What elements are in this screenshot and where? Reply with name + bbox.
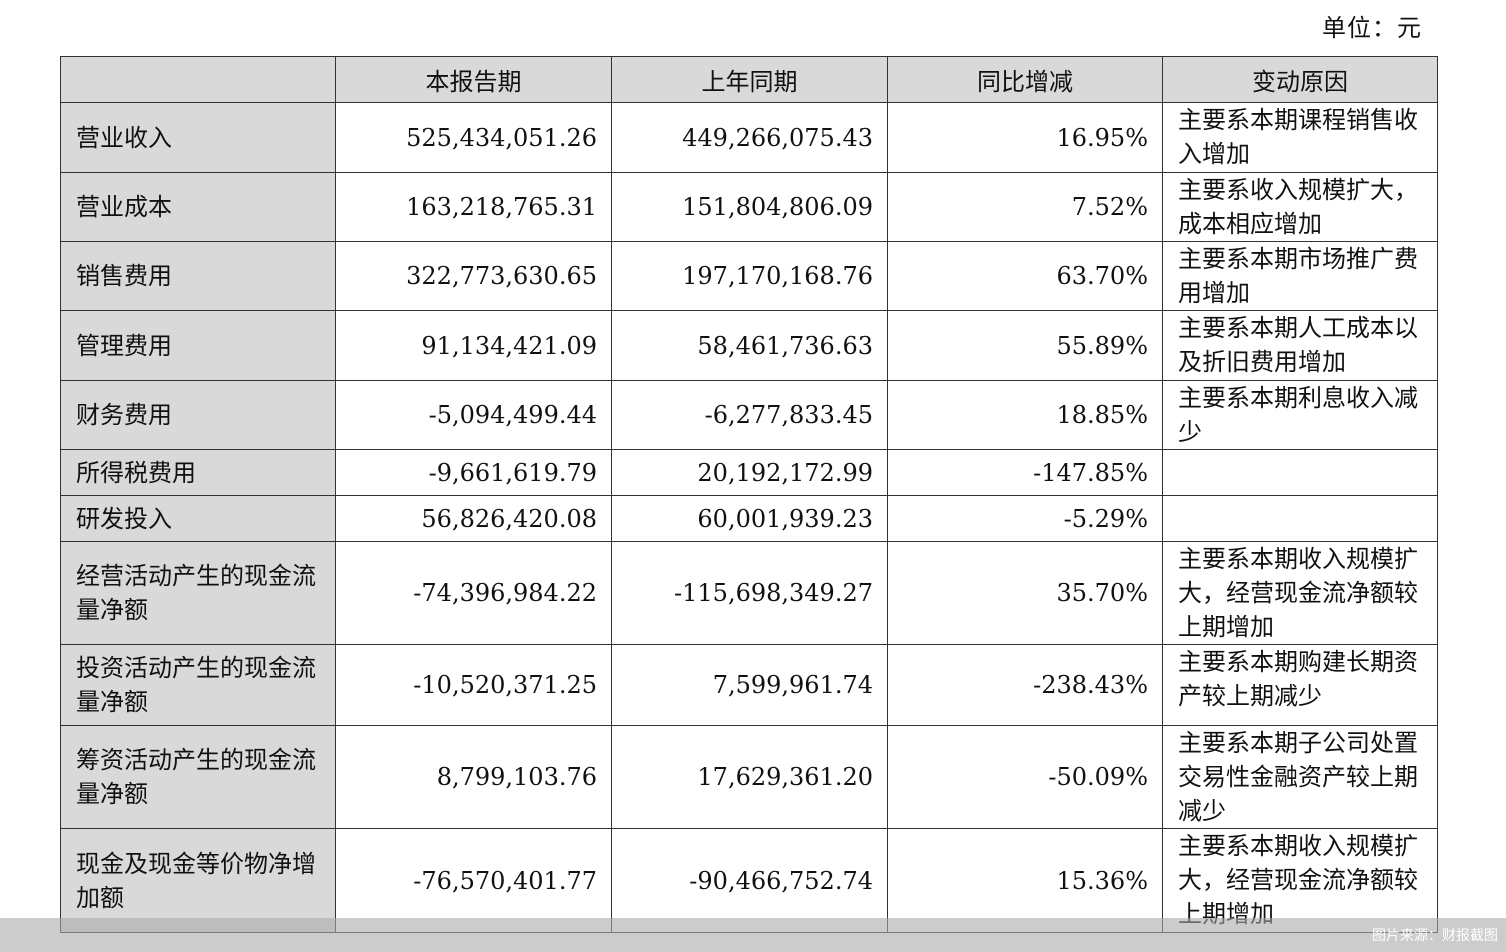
table-row: 投资活动产生的现金流量净额 -10,520,371.25 7,599,961.7… (60, 644, 1438, 726)
row-item-name: 所得税费用 (60, 449, 336, 496)
table-row: 财务费用 -5,094,499.44 -6,277,833.45 18.85% … (60, 380, 1438, 450)
header-current-period: 本报告期 (335, 56, 612, 103)
row-prior-value: -115,698,349.27 (611, 541, 888, 645)
row-item-name: 经营活动产生的现金流量净额 (60, 541, 336, 645)
row-item-name: 筹资活动产生的现金流量净额 (60, 725, 336, 829)
source-watermark: 图片来源：财报截图 (1372, 928, 1498, 944)
row-current-value: -9,661,619.79 (335, 449, 612, 496)
table-row: 经营活动产生的现金流量净额 -74,396,984.22 -115,698,34… (60, 541, 1438, 645)
row-change-value: 55.89% (887, 310, 1163, 381)
row-change-value: 18.85% (887, 380, 1163, 450)
row-current-value: 91,134,421.09 (335, 310, 612, 381)
row-reason: 主要系本期收入规模扩大，经营现金流净额较上期增加 (1162, 828, 1438, 933)
row-current-value: 163,218,765.31 (335, 172, 612, 242)
source-caption-bar: 图片来源：财报截图 (0, 918, 1506, 952)
row-item-name: 投资活动产生的现金流量净额 (60, 644, 336, 726)
row-reason: 主要系本期收入规模扩大，经营现金流净额较上期增加 (1162, 541, 1438, 645)
row-current-value: 56,826,420.08 (335, 495, 612, 542)
table-row: 筹资活动产生的现金流量净额 8,799,103.76 17,629,361.20… (60, 725, 1438, 829)
header-prior-period: 上年同期 (611, 56, 888, 103)
row-prior-value: 17,629,361.20 (611, 725, 888, 829)
row-current-value: 322,773,630.65 (335, 241, 612, 311)
row-prior-value: -90,466,752.74 (611, 828, 888, 933)
row-change-value: 63.70% (887, 241, 1163, 311)
row-change-value: 7.52% (887, 172, 1163, 242)
row-reason: 主要系本期市场推广费用增加 (1162, 241, 1438, 311)
row-reason: 主要系本期购建长期资产较上期减少 (1162, 644, 1438, 726)
row-reason (1162, 449, 1438, 496)
row-item-name: 财务费用 (60, 380, 336, 450)
unit-label: 单位：元 (1322, 14, 1422, 42)
table-row: 管理费用 91,134,421.09 58,461,736.63 55.89% … (60, 310, 1438, 381)
row-current-value: -10,520,371.25 (335, 644, 612, 726)
row-item-name: 销售费用 (60, 241, 336, 311)
table-row: 现金及现金等价物净增加额 -76,570,401.77 -90,466,752.… (60, 828, 1438, 933)
row-reason: 主要系本期人工成本以及折旧费用增加 (1162, 310, 1438, 381)
row-prior-value: 7,599,961.74 (611, 644, 888, 726)
row-change-value: -50.09% (887, 725, 1163, 829)
row-current-value: -74,396,984.22 (335, 541, 612, 645)
row-change-value: -238.43% (887, 644, 1163, 726)
row-change-value: 15.36% (887, 828, 1163, 933)
table-row: 研发投入 56,826,420.08 60,001,939.23 -5.29% (60, 495, 1438, 542)
header-change-reason: 变动原因 (1162, 56, 1438, 103)
header-row: 本报告期 上年同期 同比增减 变动原因 (60, 56, 1438, 103)
row-prior-value: -6,277,833.45 (611, 380, 888, 450)
row-change-value: -5.29% (887, 495, 1163, 542)
row-item-name: 研发投入 (60, 495, 336, 542)
row-prior-value: 197,170,168.76 (611, 241, 888, 311)
row-current-value: -76,570,401.77 (335, 828, 612, 933)
row-item-name: 营业成本 (60, 172, 336, 242)
row-prior-value: 58,461,736.63 (611, 310, 888, 381)
row-reason: 主要系收入规模扩大，成本相应增加 (1162, 172, 1438, 242)
row-change-value: -147.85% (887, 449, 1163, 496)
row-item-name: 营业收入 (60, 102, 336, 173)
row-prior-value: 60,001,939.23 (611, 495, 888, 542)
row-prior-value: 151,804,806.09 (611, 172, 888, 242)
row-prior-value: 20,192,172.99 (611, 449, 888, 496)
row-reason: 主要系本期子公司处置交易性金融资产较上期减少 (1162, 725, 1438, 829)
table-row: 销售费用 322,773,630.65 197,170,168.76 63.70… (60, 241, 1438, 311)
row-item-name: 管理费用 (60, 310, 336, 381)
financial-table: 本报告期 上年同期 同比增减 变动原因 营业收入 525,434,051.26 … (60, 56, 1438, 933)
row-current-value: 525,434,051.26 (335, 102, 612, 173)
row-reason: 主要系本期课程销售收入增加 (1162, 102, 1438, 173)
row-current-value: -5,094,499.44 (335, 380, 612, 450)
table-row: 营业收入 525,434,051.26 449,266,075.43 16.95… (60, 102, 1438, 173)
row-prior-value: 449,266,075.43 (611, 102, 888, 173)
table-row: 营业成本 163,218,765.31 151,804,806.09 7.52%… (60, 172, 1438, 242)
header-yoy-change: 同比增减 (887, 56, 1163, 103)
row-reason (1162, 495, 1438, 542)
table-row: 所得税费用 -9,661,619.79 20,192,172.99 -147.8… (60, 449, 1438, 496)
row-item-name: 现金及现金等价物净增加额 (60, 828, 336, 933)
header-item (60, 56, 336, 103)
row-reason: 主要系本期利息收入减少 (1162, 380, 1438, 450)
row-current-value: 8,799,103.76 (335, 725, 612, 829)
row-change-value: 16.95% (887, 102, 1163, 173)
row-change-value: 35.70% (887, 541, 1163, 645)
